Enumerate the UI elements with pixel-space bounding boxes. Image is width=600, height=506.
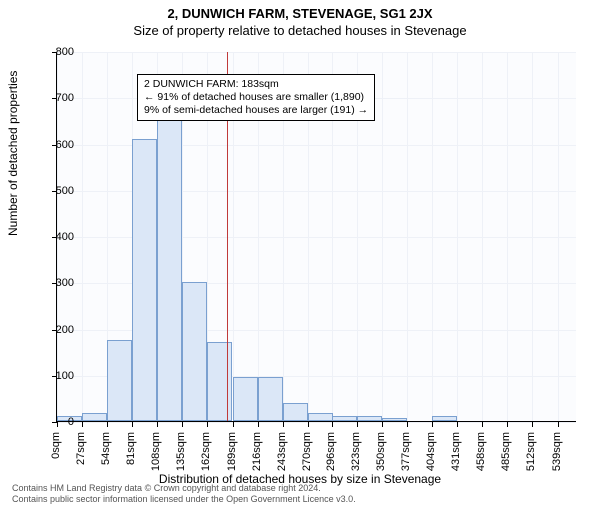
y-tick-label: 800 bbox=[44, 46, 74, 58]
x-tick-label: 135sqm bbox=[175, 432, 187, 482]
histogram-bar bbox=[283, 403, 308, 422]
x-tick-mark bbox=[132, 422, 133, 427]
x-tick-label: 270sqm bbox=[301, 432, 313, 482]
x-tick-mark bbox=[432, 422, 433, 427]
histogram-bar bbox=[308, 413, 333, 421]
gridline-v bbox=[457, 52, 458, 421]
gridline-v bbox=[382, 52, 383, 421]
x-tick-label: 431sqm bbox=[450, 432, 462, 482]
annotation-line-1: 2 DUNWICH FARM: 183sqm bbox=[144, 78, 368, 91]
x-tick-label: 323sqm bbox=[350, 432, 362, 482]
plot-area: 2 DUNWICH FARM: 183sqm← 91% of detached … bbox=[56, 52, 576, 422]
x-tick-mark bbox=[82, 422, 83, 427]
x-tick-label: 216sqm bbox=[251, 432, 263, 482]
gridline-v bbox=[407, 52, 408, 421]
histogram-bar bbox=[332, 416, 357, 421]
x-tick-label: 404sqm bbox=[425, 432, 437, 482]
x-tick-label: 539sqm bbox=[551, 432, 563, 482]
annotation-box: 2 DUNWICH FARM: 183sqm← 91% of detached … bbox=[137, 74, 375, 121]
x-tick-mark bbox=[283, 422, 284, 427]
histogram-bar bbox=[157, 120, 182, 421]
gridline-v bbox=[432, 52, 433, 421]
x-tick-label: 350sqm bbox=[375, 432, 387, 482]
x-tick-mark bbox=[457, 422, 458, 427]
histogram-bar bbox=[233, 377, 258, 421]
x-tick-mark bbox=[357, 422, 358, 427]
x-tick-mark bbox=[558, 422, 559, 427]
histogram-bar bbox=[382, 418, 407, 421]
gridline-v bbox=[558, 52, 559, 421]
y-tick-label: 0 bbox=[44, 416, 74, 428]
gridline-v bbox=[532, 52, 533, 421]
x-tick-mark bbox=[308, 422, 309, 427]
y-tick-label: 600 bbox=[44, 139, 74, 151]
x-tick-mark bbox=[182, 422, 183, 427]
y-tick-label: 700 bbox=[44, 92, 74, 104]
y-tick-label: 300 bbox=[44, 277, 74, 289]
x-tick-label: 54sqm bbox=[100, 432, 112, 482]
gridline-h bbox=[57, 52, 576, 53]
histogram-bar bbox=[207, 342, 232, 421]
y-axis-label: Number of detached properties bbox=[6, 71, 20, 236]
footer-line-1: Contains HM Land Registry data © Crown c… bbox=[12, 483, 356, 493]
histogram-chart: 2 DUNWICH FARM: 183sqm← 91% of detached … bbox=[56, 52, 576, 422]
histogram-bar bbox=[182, 282, 207, 421]
x-tick-mark bbox=[532, 422, 533, 427]
x-tick-mark bbox=[207, 422, 208, 427]
x-tick-mark bbox=[233, 422, 234, 427]
x-tick-label: 162sqm bbox=[200, 432, 212, 482]
y-tick-label: 400 bbox=[44, 231, 74, 243]
x-tick-mark bbox=[482, 422, 483, 427]
y-tick-label: 200 bbox=[44, 324, 74, 336]
histogram-bar bbox=[432, 416, 457, 421]
x-tick-label: 512sqm bbox=[525, 432, 537, 482]
histogram-bar bbox=[357, 416, 382, 421]
histogram-bar bbox=[132, 139, 157, 421]
histogram-bar bbox=[107, 340, 132, 421]
histogram-bar bbox=[258, 377, 283, 421]
x-tick-label: 485sqm bbox=[500, 432, 512, 482]
x-tick-label: 296sqm bbox=[325, 432, 337, 482]
page-subtitle: Size of property relative to detached ho… bbox=[0, 23, 600, 38]
gridline-v bbox=[482, 52, 483, 421]
gridline-v bbox=[82, 52, 83, 421]
x-tick-label: 108sqm bbox=[150, 432, 162, 482]
x-tick-mark bbox=[332, 422, 333, 427]
footer-line-2: Contains public sector information licen… bbox=[12, 494, 356, 504]
histogram-bar bbox=[82, 413, 107, 421]
x-tick-mark bbox=[507, 422, 508, 427]
x-tick-mark bbox=[407, 422, 408, 427]
page-title: 2, DUNWICH FARM, STEVENAGE, SG1 2JX bbox=[0, 6, 600, 21]
x-tick-label: 377sqm bbox=[400, 432, 412, 482]
x-tick-mark bbox=[258, 422, 259, 427]
gridline-h bbox=[57, 422, 576, 423]
y-tick-label: 100 bbox=[44, 370, 74, 382]
x-tick-label: 189sqm bbox=[226, 432, 238, 482]
x-tick-label: 243sqm bbox=[276, 432, 288, 482]
gridline-v bbox=[507, 52, 508, 421]
x-tick-mark bbox=[107, 422, 108, 427]
x-tick-mark bbox=[157, 422, 158, 427]
x-tick-label: 0sqm bbox=[50, 432, 62, 482]
x-tick-mark bbox=[382, 422, 383, 427]
annotation-line-3: 9% of semi-detached houses are larger (1… bbox=[144, 104, 368, 117]
x-tick-label: 81sqm bbox=[125, 432, 137, 482]
x-tick-label: 458sqm bbox=[475, 432, 487, 482]
annotation-line-2: ← 91% of detached houses are smaller (1,… bbox=[144, 91, 368, 104]
x-tick-label: 27sqm bbox=[75, 432, 87, 482]
y-tick-label: 500 bbox=[44, 185, 74, 197]
footer-attribution: Contains HM Land Registry data © Crown c… bbox=[12, 483, 356, 504]
